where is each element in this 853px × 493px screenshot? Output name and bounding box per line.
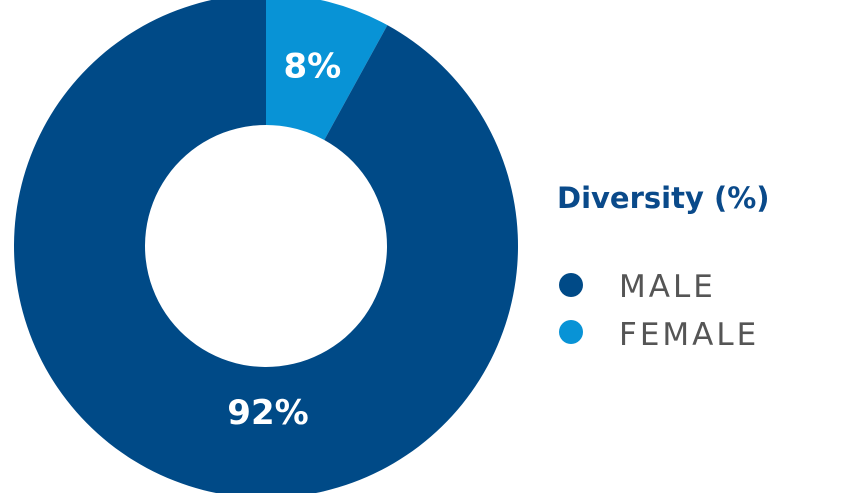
legend-marker-male [559,273,583,297]
slice-label-male: 92% [227,393,308,433]
slice-labels: 8% 92% [227,46,341,433]
slice-male [14,0,518,493]
legend-marker-female [559,320,583,344]
legend-title: Diversity (%) [557,181,770,215]
legend-label-female: FEMALE [619,317,759,353]
donut-slices [14,0,518,493]
slice-label-female: 8% [284,46,342,86]
slice-female [266,0,388,140]
legend-label-male: MALE [619,269,716,305]
legend-item-male: MALE [559,269,716,305]
legend-item-female: FEMALE [559,317,759,353]
